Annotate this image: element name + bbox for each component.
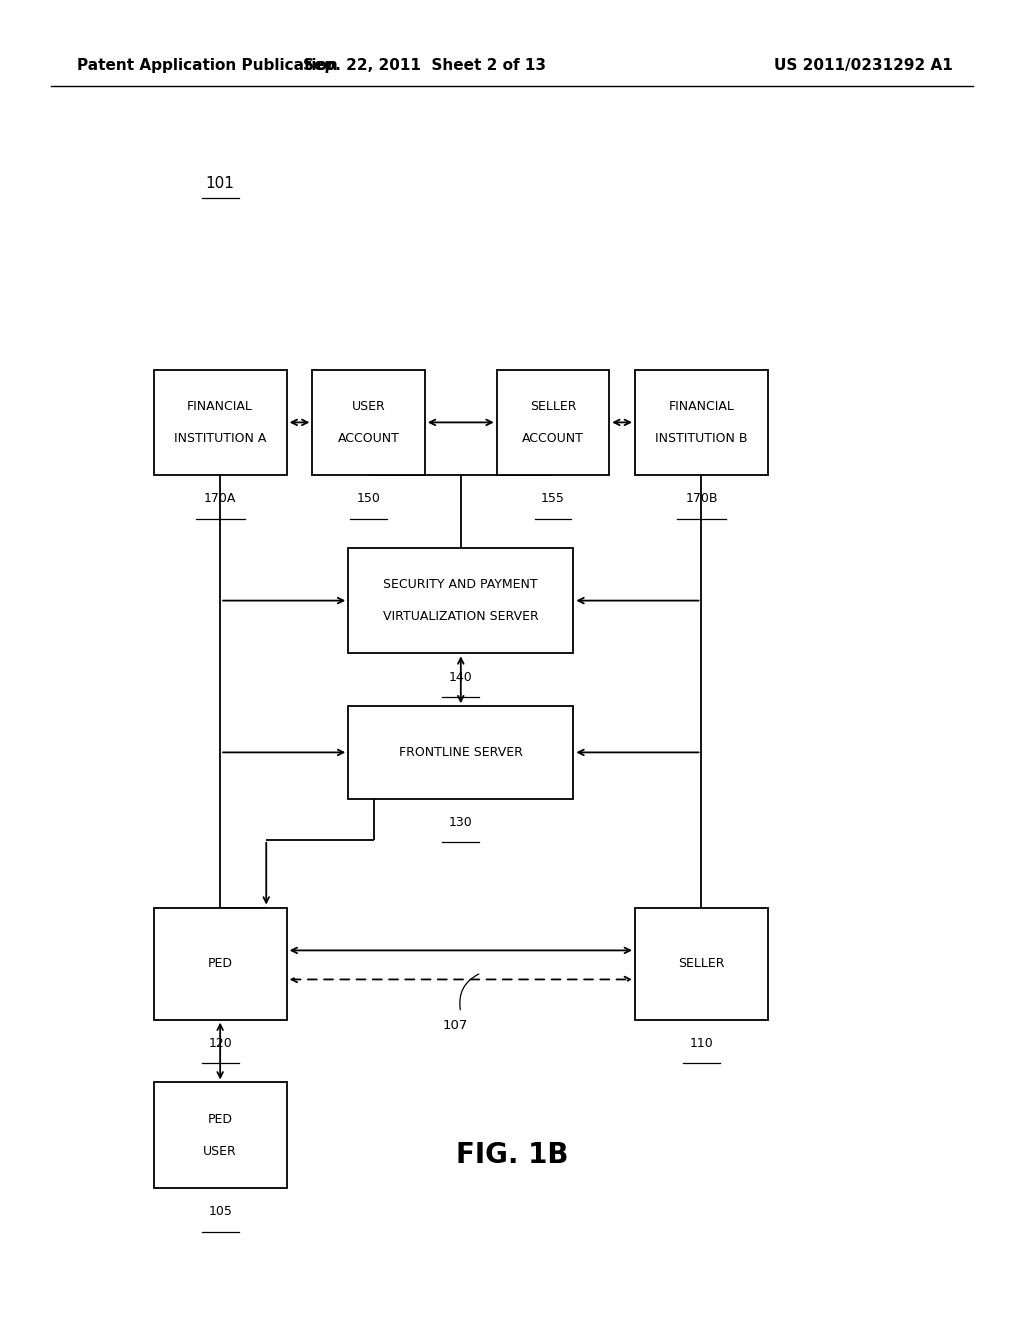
Text: USER: USER [204,1144,237,1158]
Text: 170B: 170B [685,492,718,506]
Bar [348,706,573,799]
Text: INSTITUTION B: INSTITUTION B [655,432,748,445]
Text: SELLER: SELLER [678,957,725,970]
Text: 101: 101 [206,177,234,191]
Text: 120: 120 [208,1038,232,1049]
Text: 105: 105 [208,1205,232,1218]
Text: 155: 155 [541,492,565,506]
Text: US 2011/0231292 A1: US 2011/0231292 A1 [773,58,952,73]
Bar [312,370,425,475]
Text: 170A: 170A [204,492,237,506]
Text: 150: 150 [356,492,381,506]
Text: 107: 107 [443,1019,468,1032]
Text: SECURITY AND PAYMENT: SECURITY AND PAYMENT [383,578,539,591]
Text: FRONTLINE SERVER: FRONTLINE SERVER [399,746,522,759]
Text: FINANCIAL: FINANCIAL [187,400,253,413]
Text: PED: PED [208,957,232,970]
Text: 140: 140 [449,671,473,684]
Bar [635,370,768,475]
Text: SELLER: SELLER [529,400,577,413]
Text: INSTITUTION A: INSTITUTION A [174,432,266,445]
Bar [635,908,768,1019]
Text: 130: 130 [449,816,473,829]
Bar [497,370,609,475]
Text: VIRTUALIZATION SERVER: VIRTUALIZATION SERVER [383,610,539,623]
Bar [154,1082,287,1188]
Text: PED: PED [208,1113,232,1126]
Bar [348,548,573,653]
Text: ACCOUNT: ACCOUNT [522,432,584,445]
Text: USER: USER [352,400,385,413]
Text: Patent Application Publication: Patent Application Publication [77,58,338,73]
Text: FIG. 1B: FIG. 1B [456,1140,568,1170]
Text: Sep. 22, 2011  Sheet 2 of 13: Sep. 22, 2011 Sheet 2 of 13 [303,58,547,73]
Bar [154,908,287,1019]
Text: ACCOUNT: ACCOUNT [338,432,399,445]
Bar [154,370,287,475]
Text: FINANCIAL: FINANCIAL [669,400,734,413]
Text: 110: 110 [689,1038,714,1049]
